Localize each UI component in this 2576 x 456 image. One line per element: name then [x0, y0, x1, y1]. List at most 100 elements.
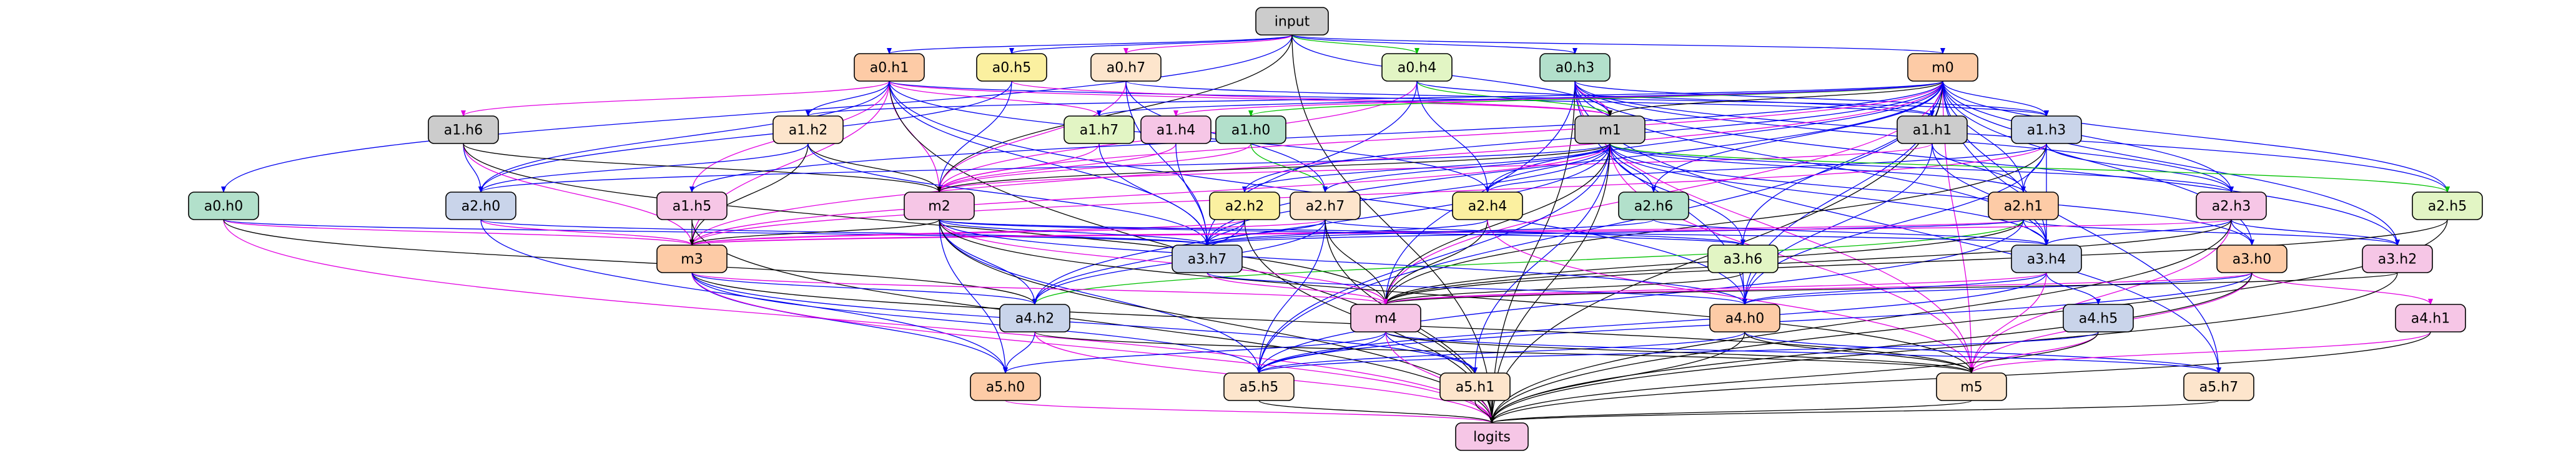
node-label: a2.h1	[2004, 199, 2043, 215]
node-a4h2[interactable]: a4.h2	[999, 304, 1070, 332]
edge-a3h7-to-a4h0	[1207, 272, 1747, 305]
node-a1h3[interactable]: a1.h3	[2011, 115, 2082, 144]
node-label: a3.h7	[1188, 252, 1226, 268]
node-label: a0.h1	[870, 61, 909, 76]
node-a0h1[interactable]: a0.h1	[854, 53, 925, 82]
edge-m3-to-a5h0	[691, 272, 1008, 374]
edge-m3-to-a4h2	[691, 272, 1037, 305]
edge-m4-to-a5h0	[1003, 331, 1386, 374]
nodes-layer: input a0.h0 a0.h1 a0.h3 a0.h4 a0.h5 a0.h7 m0 a1.…	[188, 7, 2483, 451]
node-box	[656, 192, 728, 220]
node-box	[1897, 115, 1968, 144]
edge-m0-to-a1h5	[689, 80, 1943, 193]
edge-input-to-a0h7	[1123, 34, 1293, 54]
node-a3h4[interactable]: a3.h4	[2011, 245, 2082, 273]
edge-a4h2-to-m5	[1034, 331, 1974, 374]
node-a4h5[interactable]: a4.h5	[2063, 304, 2134, 332]
node-a3h6[interactable]: a3.h6	[1707, 245, 1779, 273]
node-a1h1[interactable]: a1.h1	[1897, 115, 1968, 144]
node-a1h4[interactable]: a1.h4	[1140, 115, 1212, 144]
node-a2h3[interactable]: a2.h3	[2196, 192, 2267, 220]
node-a3h7[interactable]: a3.h7	[1172, 245, 1243, 273]
node-a5h0[interactable]: a5.h0	[970, 372, 1041, 401]
node-a5h5[interactable]: a5.h5	[1223, 372, 1295, 401]
edge-m1-to-a5h1	[1473, 143, 1611, 374]
edge-a2h2-to-a4h2	[1032, 219, 1245, 305]
edge-a0h1-to-a2h0	[478, 80, 890, 193]
edge-input-to-a0h0	[221, 34, 1293, 193]
node-box	[1255, 7, 1329, 36]
node-m3[interactable]: m3	[656, 245, 728, 273]
node-a1h0[interactable]: a1.h0	[1215, 115, 1286, 144]
edge-m0-to-a1h7	[1097, 80, 1943, 117]
node-a4h0[interactable]: a4.h0	[1709, 304, 1780, 332]
node-label: a1.h6	[444, 123, 483, 138]
node-label: a3.h0	[2233, 252, 2271, 268]
node-box	[772, 115, 844, 144]
node-a3h0[interactable]: a3.h0	[2216, 245, 2287, 273]
node-a2h6[interactable]: a2.h6	[1618, 192, 1689, 220]
edge-m0-to-a2h1	[1942, 80, 2026, 193]
node-m2[interactable]: m2	[904, 192, 975, 220]
edge-m4-to-logits	[1385, 331, 1494, 424]
node-label: a5.h1	[1456, 380, 1494, 395]
node-input[interactable]: input	[1255, 7, 1329, 36]
node-a2h7[interactable]: a2.h7	[1290, 192, 1361, 220]
edge-a0h4-to-a1h1	[1416, 80, 1935, 117]
edge-a1h2-to-m2	[807, 143, 942, 193]
node-a4h1[interactable]: a4.h1	[2395, 304, 2466, 332]
edge-m1-to-logits	[1489, 143, 1611, 424]
edge-a2h1-to-a3h7	[1205, 219, 2024, 246]
edge-m2-to-a3h6	[939, 219, 1745, 246]
node-m5[interactable]: m5	[1936, 372, 2007, 401]
node-label: a0.h7	[1107, 61, 1145, 76]
node-box	[976, 53, 1047, 82]
edge-m1-to-a3h7	[1205, 143, 1611, 246]
node-a2h1[interactable]: a2.h1	[1988, 192, 2059, 220]
node-label: a0.h4	[1398, 61, 1436, 76]
edge-a2h3-to-a3h4	[2044, 219, 2232, 246]
node-a0h7[interactable]: a0.h7	[1090, 53, 1162, 82]
node-a1h6[interactable]: a1.h6	[428, 115, 499, 144]
node-logits[interactable]: logits	[1455, 422, 1529, 451]
node-a1h7[interactable]: a1.h7	[1063, 115, 1135, 144]
edge-m3-to-m4	[691, 272, 1388, 305]
node-m1[interactable]: m1	[1574, 115, 1646, 144]
edge-m0-to-a1h4	[1173, 80, 1943, 117]
edge-m3-to-a5h5	[691, 272, 1261, 374]
node-box	[2395, 304, 2466, 332]
node-box	[1574, 115, 1646, 144]
edge-a0h5-to-m1	[1011, 80, 1612, 117]
node-box	[1381, 53, 1453, 82]
node-a2h4[interactable]: a2.h4	[1452, 192, 1523, 220]
node-a2h0[interactable]: a2.h0	[445, 192, 516, 220]
edge-a5h0-to-logits	[1005, 400, 1494, 424]
edge-m1-to-a2h5	[1609, 143, 2450, 193]
node-box	[1290, 192, 1361, 220]
node-label: a1.h2	[789, 123, 827, 138]
node-a0h3[interactable]: a0.h3	[1539, 53, 1611, 82]
node-a0h4[interactable]: a0.h4	[1381, 53, 1453, 82]
node-a5h7[interactable]: a5.h7	[2183, 372, 2254, 401]
edge-m2-to-a3h4	[939, 219, 2049, 246]
node-a2h5[interactable]: a2.h5	[2412, 192, 2483, 220]
edge-a0h5-to-a2h0	[478, 80, 1012, 193]
edge-m3-to-m5	[691, 272, 1974, 374]
edge-input-to-a0h4	[1291, 34, 1419, 54]
edge-a0h1-to-a1h6	[461, 80, 890, 117]
node-box	[1209, 192, 1280, 220]
node-a1h5[interactable]: a1.h5	[656, 192, 728, 220]
node-box	[2196, 192, 2267, 220]
node-label: a5.h5	[1240, 380, 1278, 395]
node-a0h0[interactable]: a0.h0	[188, 192, 259, 220]
node-a0h5[interactable]: a0.h5	[976, 53, 1047, 82]
node-a2h2[interactable]: a2.h2	[1209, 192, 1280, 220]
node-label: m2	[928, 199, 950, 215]
node-a1h2[interactable]: a1.h2	[772, 115, 844, 144]
node-m4[interactable]: m4	[1350, 304, 1421, 332]
edge-a1h6-to-m4	[463, 143, 1388, 305]
node-a3h2[interactable]: a3.h2	[2362, 245, 2433, 273]
node-m0[interactable]: m0	[1907, 53, 1978, 82]
node-a5h1[interactable]: a5.h1	[1439, 372, 1511, 401]
